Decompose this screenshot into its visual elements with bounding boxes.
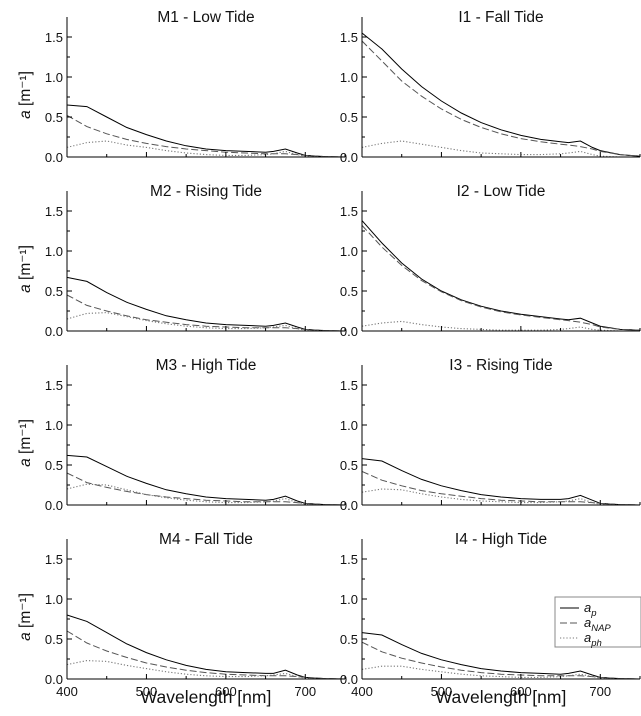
series-line-a-p: [66, 104, 346, 158]
series-line-a-p: [66, 454, 346, 506]
series-line-a-ph: [361, 665, 640, 680]
x-axis-label: Wavelength [nm]: [141, 687, 272, 707]
y-tick-label: 1.0: [340, 592, 358, 607]
y-tick-label: 0.5: [45, 284, 63, 299]
series-line-a-p: [66, 276, 346, 332]
y-tick-label: 0.0: [340, 498, 358, 513]
y-tick-label: 0.0: [45, 324, 63, 339]
panel-title: I1 - Fall Tide: [458, 9, 543, 26]
x-tick-label: 400: [56, 684, 78, 699]
panel-7: M4 - Fall Tide 0.0 0.5 1.0 1.5 400 500 600 700 a …: [17, 531, 346, 699]
y-axis-label-unit: [m⁻¹]: [17, 71, 34, 110]
y-tick-label: 0.0: [340, 672, 358, 687]
legend-box: [554, 596, 641, 648]
y-axis-label-symbol: a: [17, 284, 34, 293]
y-axis-label-unit: [m⁻¹]: [17, 245, 34, 284]
series-line-a-ph: [361, 140, 640, 158]
legend-label-aph: aph: [584, 630, 602, 649]
x-tick-label: 600: [215, 684, 237, 699]
y-tick-label: 1.5: [340, 204, 358, 219]
x-tick-label: 500: [136, 684, 158, 699]
y-tick-label: 1.0: [45, 244, 63, 259]
x-tick-label: 700: [294, 684, 316, 699]
series-line-a-p: [361, 632, 641, 680]
legend-label-ap: ap: [584, 600, 597, 619]
y-tick-label: 1.0: [340, 70, 358, 85]
panel-6: I3 - Rising Tide 0.0 0.5 1.0 1.5: [340, 357, 641, 513]
y-tick-label: 0.0: [340, 150, 358, 165]
series-line-a-nap: [361, 40, 641, 157]
y-axis-label-unit: [m⁻¹]: [17, 419, 34, 458]
series-line-a-nap: [66, 114, 346, 158]
y-axis-label-unit: [m⁻¹]: [17, 593, 34, 632]
x-tick-label: 600: [510, 684, 532, 699]
y-tick-label: 1.5: [45, 378, 63, 393]
panel-title: M3 - High Tide: [156, 357, 257, 374]
y-tick-label: 1.0: [45, 592, 63, 607]
y-tick-label: 1.0: [340, 418, 358, 433]
series-line-a-nap: [66, 630, 346, 680]
y-tick-label: 1.5: [340, 30, 358, 45]
y-tick-label: 1.0: [45, 418, 63, 433]
panel-title: M2 - Rising Tide: [150, 183, 262, 200]
legend-label-anap: aNAP: [584, 615, 611, 634]
panel-1: M1 - Low Tide 0.0 0.5 1.0 1.5 a [m⁻¹]: [17, 9, 346, 165]
y-tick-label: 1.0: [45, 70, 63, 85]
x-axis-label: Wavelength [nm]: [436, 687, 567, 707]
y-tick-label: 1.0: [340, 244, 358, 259]
y-axis-label-symbol: a: [17, 110, 34, 119]
y-tick-label: 1.5: [340, 552, 358, 567]
x-tick-label: 700: [589, 684, 611, 699]
y-tick-label: 1.5: [340, 378, 358, 393]
y-tick-label: 0.5: [340, 110, 358, 125]
panel-title: M1 - Low Tide: [157, 9, 254, 26]
panel-3: M2 - Rising Tide 0.0 0.5 1.0 1.5 a [m⁻¹]: [17, 183, 346, 339]
panel-title: I3 - Rising Tide: [449, 357, 552, 374]
y-tick-label: 0.0: [340, 324, 358, 339]
series-line-a-p: [66, 614, 346, 680]
y-tick-label: 0.0: [45, 150, 63, 165]
y-tick-label: 0.5: [45, 110, 63, 125]
panel-4: I2 - Low Tide 0.0 0.5 1.0 1.5: [340, 183, 641, 339]
y-tick-label: 0.5: [45, 458, 63, 473]
panel-title: I4 - High Tide: [455, 531, 547, 548]
y-axis-label: a [m⁻¹]: [17, 245, 34, 293]
x-tick-label: 500: [431, 684, 453, 699]
series-line-a-nap: [66, 472, 346, 506]
y-axis-label-symbol: a: [17, 632, 34, 641]
panel-2: I1 - Fall Tide 0.0 0.5 1.0 1.5: [340, 9, 641, 165]
y-tick-label: 0.5: [340, 632, 358, 647]
y-axis-label: a [m⁻¹]: [17, 71, 34, 119]
series-line-a-p: [361, 32, 641, 157]
y-axis-label: a [m⁻¹]: [17, 593, 34, 641]
panel-title: M4 - Fall Tide: [159, 531, 253, 548]
y-tick-label: 0.0: [45, 498, 63, 513]
series-line-a-p: [361, 220, 641, 331]
y-tick-label: 1.5: [45, 204, 63, 219]
y-tick-label: 1.5: [45, 30, 63, 45]
series-line-a-p: [361, 458, 641, 506]
y-tick-label: 0.5: [340, 458, 358, 473]
series-line-a-ph: [361, 320, 640, 332]
panel-8: I4 - High Tide 0.0 0.5 1.0 1.5 400 500 600 700: [340, 531, 641, 699]
panel-title: I2 - Low Tide: [457, 183, 546, 200]
y-tick-label: 1.5: [45, 552, 63, 567]
y-tick-label: 0.5: [45, 632, 63, 647]
x-tick-label: 400: [351, 684, 373, 699]
y-tick-label: 0.5: [340, 284, 358, 299]
series-line-a-nap: [361, 470, 641, 506]
y-axis-label-symbol: a: [17, 458, 34, 467]
y-axis-label: a [m⁻¹]: [17, 419, 34, 467]
y-tick-label: 0.0: [45, 672, 63, 687]
series-line-a-nap: [361, 225, 641, 331]
panel-5: M3 - High Tide 0.0 0.5 1.0 1.5 a [m⁻¹]: [17, 357, 346, 513]
series-line-a-ph: [66, 312, 345, 332]
